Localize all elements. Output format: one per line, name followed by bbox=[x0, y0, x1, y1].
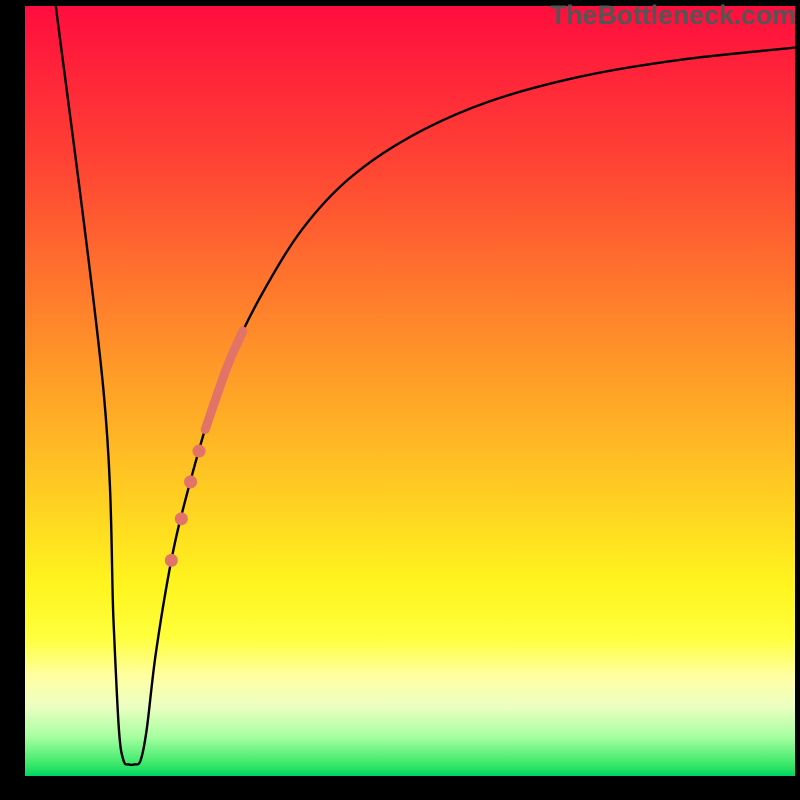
scatter-point bbox=[175, 512, 188, 525]
scatter-point bbox=[193, 445, 206, 458]
scatter-point bbox=[184, 475, 197, 488]
watermark-text: TheBottleneck.com bbox=[550, 0, 796, 31]
chart-canvas: TheBottleneck.com bbox=[0, 0, 800, 800]
scatter-point bbox=[165, 554, 178, 567]
plot-area bbox=[25, 6, 795, 776]
plot-svg bbox=[25, 6, 795, 776]
gradient-background bbox=[25, 6, 795, 776]
